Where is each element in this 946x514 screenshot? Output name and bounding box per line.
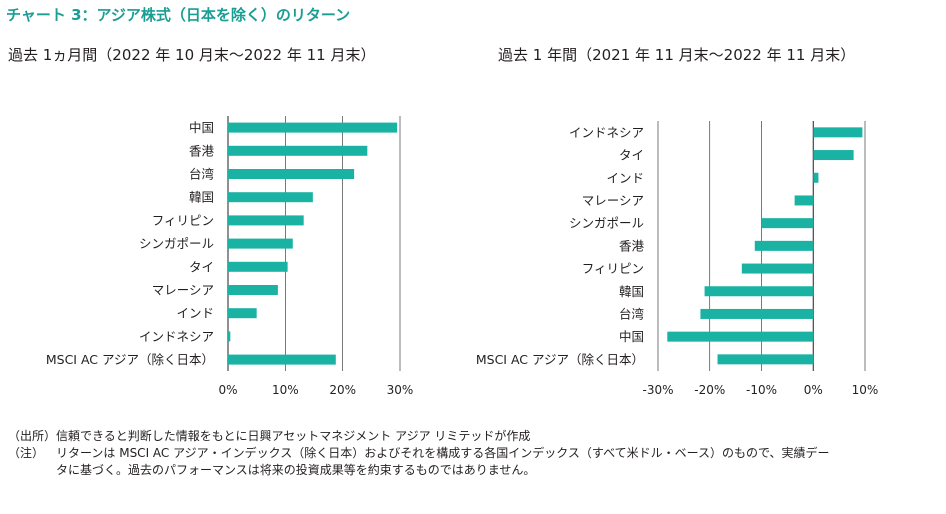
right-bar — [705, 286, 814, 296]
left-category-label: 台湾 — [189, 167, 214, 182]
left-bar — [228, 285, 278, 295]
right-bar — [813, 150, 853, 160]
right-category-label: MSCI AC アジア（除く日本） — [476, 352, 644, 367]
left-bar — [228, 146, 367, 156]
left-category-label: MSCI AC アジア（除く日本） — [46, 352, 214, 367]
left-bar — [228, 355, 336, 365]
left-bar — [228, 215, 304, 225]
left-category-label: インドネシア — [139, 329, 214, 344]
right-bar — [762, 218, 814, 228]
left-category-label: フィリピン — [152, 213, 214, 228]
left-x-tick-label: 20% — [329, 383, 356, 397]
footnotes: （出所） 信頼できると判断した情報をもとに日興アセットマネジメント アジア リミ… — [8, 428, 830, 479]
right-category-label: マレーシア — [582, 193, 644, 208]
left-category-label: 中国 — [189, 120, 214, 135]
right-bar — [755, 241, 813, 251]
source-note-text: 信頼できると判断した情報をもとに日興アセットマネジメント アジア リミテッドが作… — [56, 428, 530, 445]
left-bar — [228, 308, 257, 318]
right-x-tick-label: -10% — [746, 383, 777, 397]
left-category-label: 韓国 — [189, 190, 214, 205]
left-bar — [228, 169, 354, 179]
remark-note: （注） リターンは MSCI AC アジア・インデックス（除く日本）およびそれを… — [8, 445, 830, 462]
right-x-tick-label: 10% — [852, 383, 879, 397]
left-bar — [228, 192, 313, 202]
left-category-label: インド — [176, 306, 214, 321]
right-bar — [795, 195, 814, 205]
left-bar — [228, 123, 397, 133]
right-category-label: インド — [606, 170, 644, 185]
right-category-label: フィリピン — [582, 261, 644, 276]
source-note-label: （出所） — [8, 428, 56, 445]
right-x-tick-label: -30% — [642, 383, 673, 397]
right-category-label: 台湾 — [619, 306, 644, 321]
left-category-label: 香港 — [189, 143, 215, 158]
left-x-tick-label: 30% — [387, 383, 414, 397]
remark-note-label: （注） — [8, 445, 56, 462]
right-bar — [813, 127, 862, 137]
right-category-label: 中国 — [619, 329, 644, 344]
right-bar — [718, 354, 814, 364]
right-category-label: インドネシア — [569, 125, 644, 140]
source-note: （出所） 信頼できると判断した情報をもとに日興アセットマネジメント アジア リミ… — [8, 428, 830, 445]
left-category-label: シンガポール — [139, 236, 214, 251]
right-category-label: シンガポール — [569, 216, 644, 231]
left-bar — [228, 239, 293, 249]
left-x-tick-label: 10% — [272, 383, 299, 397]
right-bar — [742, 264, 813, 274]
remark-note-continuation: タに基づく。過去のパフォーマンスは将来の投資成果等を約束するものではありません。 — [8, 462, 830, 479]
right-category-label: 香港 — [619, 238, 645, 253]
left-bar — [228, 331, 230, 341]
right-x-tick-label: 0% — [804, 383, 823, 397]
left-category-label: タイ — [189, 259, 214, 274]
right-bar — [667, 332, 813, 342]
right-x-tick-label: -20% — [694, 383, 725, 397]
left-x-tick-label: 0% — [218, 383, 237, 397]
left-bar — [228, 262, 288, 272]
left-category-label: マレーシア — [152, 283, 214, 298]
charts-canvas: 0% 10% 20% 30%中国香港台湾韓国フィリピンシンガポールタイマレーシアインド… — [0, 0, 946, 410]
right-category-label: タイ — [619, 148, 644, 163]
remark-note-text: リターンは MSCI AC アジア・インデックス（除く日本）およびそれを構成する… — [56, 445, 830, 462]
right-category-label: 韓国 — [619, 284, 644, 299]
right-bar — [813, 173, 818, 183]
right-bar — [700, 309, 813, 319]
